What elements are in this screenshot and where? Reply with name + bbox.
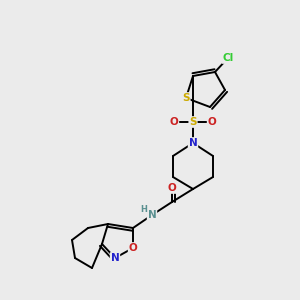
- Text: O: O: [208, 117, 216, 127]
- Text: O: O: [169, 117, 178, 127]
- Text: H: H: [141, 205, 147, 214]
- Text: O: O: [129, 243, 137, 253]
- Text: N: N: [111, 253, 119, 263]
- Text: N: N: [148, 210, 156, 220]
- Text: S: S: [182, 93, 190, 103]
- Text: O: O: [168, 183, 176, 193]
- Text: S: S: [189, 117, 197, 127]
- Text: N: N: [189, 138, 197, 148]
- Text: Cl: Cl: [222, 53, 234, 63]
